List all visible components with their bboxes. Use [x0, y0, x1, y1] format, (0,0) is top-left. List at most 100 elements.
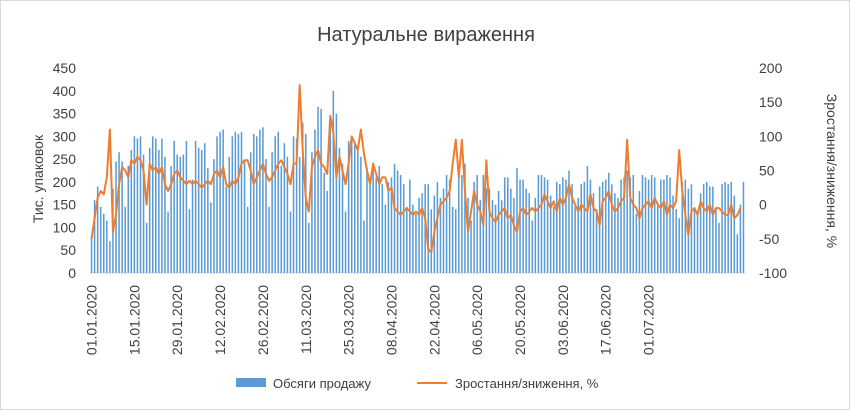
- bar: [390, 177, 393, 273]
- bar: [439, 197, 442, 273]
- bar: [219, 131, 221, 273]
- bar: [228, 156, 231, 273]
- y-tick-label: 400: [53, 83, 77, 99]
- bar: [620, 179, 622, 273]
- bar: [516, 168, 518, 273]
- bar: [335, 113, 338, 273]
- y-tick-label: 150: [53, 197, 77, 213]
- bar: [519, 179, 521, 273]
- chart-title: Натуральне вираження: [317, 24, 535, 46]
- bar: [702, 184, 705, 273]
- y2-tick-label: -50: [759, 231, 779, 247]
- bar: [271, 152, 273, 273]
- bar: [641, 175, 644, 273]
- bar: [249, 152, 252, 273]
- bar: [262, 127, 264, 273]
- bar: [586, 165, 589, 273]
- bar: [240, 131, 243, 273]
- bar: [259, 129, 261, 273]
- bar: [669, 177, 671, 273]
- bar: [574, 206, 576, 273]
- bar: [470, 220, 472, 273]
- bar: [103, 213, 105, 273]
- bar: [647, 179, 650, 273]
- y2-tick-label: 100: [759, 128, 783, 144]
- bar: [546, 179, 549, 273]
- bar: [387, 181, 390, 273]
- bar: [418, 197, 420, 273]
- bar: [491, 200, 494, 273]
- bar: [360, 156, 362, 273]
- bar: [268, 206, 270, 273]
- bar: [445, 175, 448, 273]
- bar: [213, 159, 215, 273]
- bar: [595, 209, 598, 273]
- line-series: [90, 84, 742, 254]
- line-path: [90, 84, 742, 254]
- bar: [344, 211, 347, 273]
- bar: [363, 220, 365, 273]
- bar: [124, 206, 126, 273]
- bar: [467, 197, 469, 273]
- bar: [161, 138, 163, 273]
- y-tick-label: 450: [53, 60, 77, 76]
- bar: [562, 177, 564, 273]
- bar: [133, 136, 136, 273]
- bar: [353, 143, 356, 273]
- y2-tick-label: -100: [759, 265, 787, 281]
- bar: [274, 136, 276, 273]
- legend: Обсяги продажу Зростання/зниження, %: [236, 376, 599, 391]
- bar: [118, 152, 120, 273]
- bar: [598, 186, 601, 273]
- bar: [635, 213, 638, 273]
- x-tick-label: 03.06.2020: [555, 285, 571, 355]
- bar: [298, 156, 301, 273]
- bar: [672, 195, 674, 273]
- bar: [485, 188, 488, 273]
- bar: [210, 202, 212, 273]
- bar: [513, 197, 515, 273]
- bar: [179, 156, 182, 273]
- bar: [556, 181, 558, 273]
- legend-bar-swatch: [236, 378, 266, 387]
- legend-bar-label: Обсяги продажу: [273, 376, 371, 391]
- bar: [608, 172, 610, 273]
- bar: [243, 161, 246, 273]
- bar: [332, 90, 335, 273]
- bar: [151, 136, 154, 273]
- bar: [427, 184, 429, 273]
- y2-tick-label: 150: [759, 94, 783, 110]
- bar: [568, 170, 570, 273]
- bar: [528, 193, 530, 273]
- bar: [311, 152, 313, 273]
- bar: [256, 136, 258, 273]
- bar: [280, 165, 283, 273]
- bar: [451, 206, 454, 273]
- bar: [479, 200, 482, 273]
- bar: [681, 181, 684, 273]
- bar: [412, 204, 414, 273]
- bar: [308, 222, 310, 273]
- bar: [409, 179, 411, 273]
- bar: [571, 184, 573, 273]
- bar: [473, 181, 475, 273]
- bar: [448, 179, 451, 273]
- bar: [347, 140, 350, 273]
- bar: [663, 179, 665, 273]
- y2-axis-title: Зростання/зниження, %: [824, 94, 840, 248]
- x-tick-label: 25.03.2020: [341, 285, 357, 355]
- bar: [399, 175, 402, 273]
- bar: [601, 181, 604, 273]
- bar: [194, 140, 197, 273]
- bar: [234, 131, 237, 273]
- bar: [718, 222, 720, 273]
- bar: [436, 181, 439, 273]
- bar: [127, 165, 130, 273]
- bar: [216, 136, 218, 273]
- bar: [549, 195, 552, 273]
- bar: [341, 163, 344, 273]
- tick-labels: 0 50 100 150 200 250 300 350 400 450 -100 -50 0 50 100…: [53, 60, 788, 355]
- bar: [406, 206, 408, 273]
- bar: [730, 181, 732, 273]
